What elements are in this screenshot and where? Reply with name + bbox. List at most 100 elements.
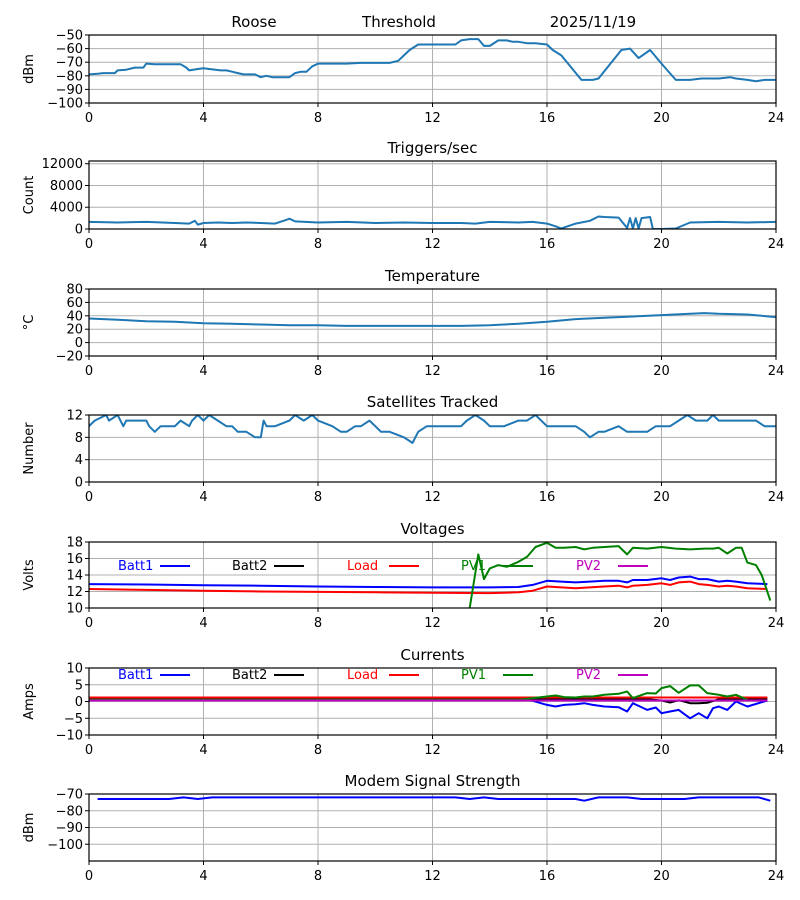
- y-axis-label: Volts: [22, 559, 37, 591]
- y-tick-label: 12: [66, 585, 83, 600]
- y-tick-label: 4000: [50, 201, 83, 216]
- y-tick-label: 10: [66, 662, 83, 677]
- x-tick-label: 24: [768, 364, 785, 379]
- x-tick-label: 12: [424, 869, 441, 884]
- plot-frame: [88, 414, 777, 483]
- plot-frame: [88, 160, 777, 230]
- y-axis-label: dBm: [22, 813, 37, 843]
- legend-label-batt1: Batt1: [118, 559, 153, 574]
- x-tick-label: 12: [424, 616, 441, 631]
- header-date: 2025/11/19: [550, 13, 636, 31]
- x-tick-label: 0: [85, 237, 93, 252]
- x-tick-label: 12: [424, 490, 441, 505]
- chart-panel-5: 0 4 8 12 16 20 24 105 0 −5 −10 Currents Amps Batt1 Bat…: [22, 646, 784, 758]
- legend-label-pv1: PV1: [461, 559, 486, 574]
- y-axis-label: dBm: [22, 54, 37, 84]
- y-tick-label: 80: [66, 283, 83, 298]
- x-tick-label: 0: [85, 743, 93, 758]
- x-tick-label: 24: [768, 490, 785, 505]
- x-tick-label: 4: [199, 616, 207, 631]
- x-tick-label: 20: [653, 490, 670, 505]
- x-tick-label: 0: [85, 869, 93, 884]
- y-tick-label: −80: [56, 804, 83, 819]
- x-tick-label: 12: [424, 364, 441, 379]
- x-tick-label: 20: [653, 237, 670, 252]
- x-tick-label: 20: [653, 111, 670, 126]
- x-tick-label: 20: [653, 743, 670, 758]
- x-tick-label: 12: [424, 743, 441, 758]
- x-tick-label: 24: [768, 237, 785, 252]
- chart-title: Currents: [400, 646, 464, 664]
- x-tick-label: 8: [314, 490, 322, 505]
- y-tick-label: 20: [66, 323, 83, 338]
- x-tick-label: 0: [85, 364, 93, 379]
- series-line-triggers: [89, 215, 776, 229]
- y-tick-label: 0: [75, 695, 83, 710]
- x-tick-label: 16: [539, 490, 556, 505]
- y-tick-label: −5: [64, 712, 83, 727]
- chart-title: Satellites Tracked: [367, 393, 498, 411]
- y-tick-label: −70: [56, 788, 83, 803]
- y-tick-label: 60: [66, 296, 83, 311]
- y-tick-label: 5: [75, 678, 83, 693]
- x-tick-label: 20: [653, 616, 670, 631]
- legend-label-load: Load: [347, 559, 378, 574]
- x-tick-label: 4: [199, 237, 207, 252]
- legend-label-pv1: PV1: [461, 668, 486, 683]
- y-tick-label: −70: [56, 56, 83, 71]
- chart-title: Triggers/sec: [387, 139, 478, 157]
- plot-frame: [88, 793, 777, 862]
- x-tick-label: 20: [653, 364, 670, 379]
- y-tick-label: 0: [75, 223, 83, 238]
- x-tick-label: 0: [85, 490, 93, 505]
- y-tick-label: −90: [56, 821, 83, 836]
- y-tick-label: −90: [56, 83, 83, 98]
- y-axis-label: Number: [22, 422, 37, 475]
- y-tick-label: 12000: [42, 157, 83, 172]
- series-line-modem: [97, 796, 771, 802]
- x-tick-label: 24: [768, 743, 785, 758]
- x-tick-label: 12: [424, 111, 441, 126]
- y-tick-label: 14: [66, 569, 83, 584]
- x-tick-label: 4: [199, 869, 207, 884]
- series-line-load: [89, 580, 768, 595]
- y-tick-label: 0: [75, 336, 83, 351]
- series-line-batt1: [89, 698, 768, 720]
- x-tick-label: 24: [768, 616, 785, 631]
- y-tick-label: 4: [75, 453, 83, 468]
- plot-frame: [88, 288, 777, 357]
- y-tick-label: 8: [75, 431, 83, 446]
- x-tick-label: 4: [199, 111, 207, 126]
- y-tick-label: −80: [56, 69, 83, 84]
- x-tick-label: 12: [424, 237, 441, 252]
- y-tick-label: 18: [66, 536, 83, 551]
- chart-title: Temperature: [384, 267, 480, 285]
- x-tick-label: 16: [539, 111, 556, 126]
- x-tick-label: 4: [199, 364, 207, 379]
- y-tick-label: 40: [66, 309, 83, 324]
- chart-panel-0: 0 4 8 12 16 20 24 −50−60−70−80−90−100 dBm: [22, 29, 784, 127]
- series-line-signal: [89, 38, 776, 83]
- series-line-batt1: [89, 575, 768, 589]
- x-tick-label: 8: [314, 743, 322, 758]
- y-axis-label: Count: [22, 176, 37, 215]
- series-line-satellites: [89, 415, 776, 444]
- x-tick-label: 8: [314, 364, 322, 379]
- x-tick-label: 8: [314, 869, 322, 884]
- header-threshold: Threshold: [361, 13, 436, 31]
- header-station: Roose: [231, 13, 276, 31]
- y-tick-label: −60: [56, 42, 83, 57]
- series-line-temperature: [89, 312, 776, 327]
- plot-frame: [88, 541, 777, 609]
- legend-label-batt2: Batt2: [232, 559, 267, 574]
- x-tick-label: 24: [768, 869, 785, 884]
- x-tick-label: 4: [199, 743, 207, 758]
- y-tick-label: −50: [56, 29, 83, 44]
- y-tick-label: −20: [56, 350, 83, 365]
- plot-frame: [88, 667, 777, 736]
- y-tick-label: 10: [66, 602, 83, 617]
- plot-frame: [88, 34, 777, 104]
- x-tick-label: 8: [314, 237, 322, 252]
